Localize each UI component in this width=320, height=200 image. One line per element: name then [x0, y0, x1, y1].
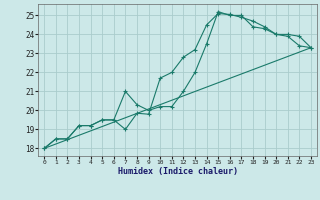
- X-axis label: Humidex (Indice chaleur): Humidex (Indice chaleur): [118, 167, 238, 176]
